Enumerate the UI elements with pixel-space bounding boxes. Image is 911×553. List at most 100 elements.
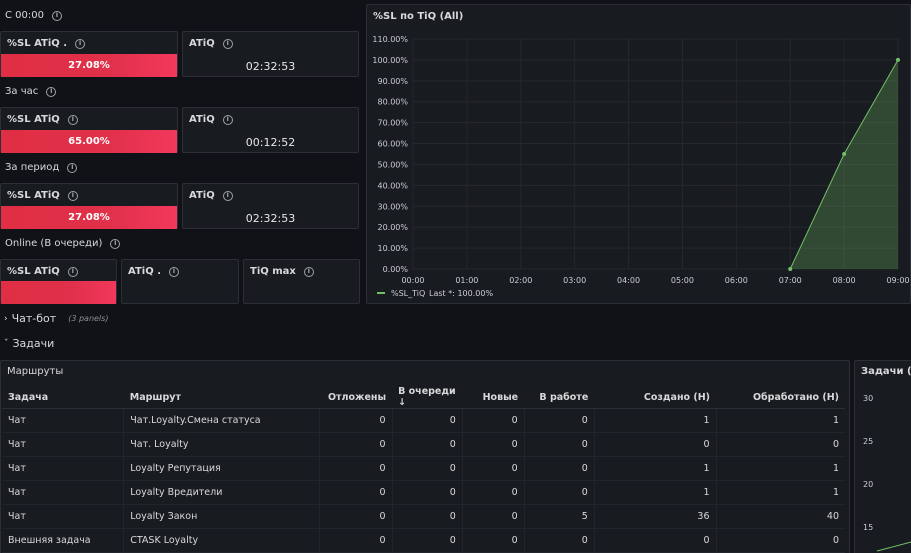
table-cell: 0	[523, 432, 595, 457]
x-tick-label: 05:00	[671, 276, 694, 285]
sl-bar: 65.00%	[1, 130, 177, 153]
row-tasks[interactable]: ˇ Задачи	[4, 337, 55, 350]
column-header[interactable]: В работе	[524, 386, 595, 409]
table-cell: Чат. Loyalty	[123, 432, 320, 457]
table-cell: Чат	[2, 504, 124, 529]
table-cell: Loyalty Репутация	[123, 456, 320, 481]
y-tick-label: 50.00%	[377, 160, 408, 169]
tasks-series-line	[876, 541, 911, 552]
table-cell: CTASK Loyalty	[123, 528, 320, 553]
table-cell: 0	[461, 432, 525, 457]
panel-atiq-online: ATiQ .i	[121, 259, 239, 304]
column-header[interactable]: Создано (Н)	[594, 386, 716, 409]
info-icon[interactable]: i	[222, 114, 233, 125]
tasks-y-tick: 15	[863, 523, 874, 532]
table-cell: 5	[523, 504, 595, 529]
table-cell: 0	[593, 528, 716, 553]
table-row[interactable]: Чат Loyalty Закон 0 0 0 5 36 40	[2, 504, 845, 529]
table-header: Задача Маршрут Отложены В очереди ↓ Новые В р…	[2, 386, 845, 409]
table-cell: 0	[391, 480, 463, 505]
table-cell: 0	[391, 504, 463, 529]
table-cell: 0	[715, 432, 845, 457]
x-tick-label: 02:00	[509, 276, 532, 285]
tasks-y-tick: 20	[863, 480, 874, 489]
routes-title: Маршруты	[7, 366, 64, 377]
series-point	[896, 57, 900, 62]
table-cell: 0	[391, 456, 463, 481]
table-cell: 0	[461, 504, 525, 529]
x-tick-label: 06:00	[725, 276, 748, 285]
y-tick-label: 100.00%	[372, 56, 408, 65]
panel-sl-hour: %SL ATiQ i 65.00%	[0, 107, 178, 153]
column-header[interactable]: Отложены	[319, 386, 393, 409]
atiq-value: 02:32:53	[245, 212, 296, 225]
table-row[interactable]: Внешняя задача CTASK Loyalty 0 0 0 0 0 0	[2, 528, 845, 553]
tasks-chart-title: Задачи (All	[861, 366, 911, 377]
panel-atiq-period: ATiQ i 02:32:53	[182, 183, 359, 229]
table-cell: 0	[319, 408, 393, 433]
info-icon[interactable]: i	[51, 10, 62, 21]
y-tick-label: 70.00%	[377, 119, 408, 128]
table-row[interactable]: Чат Чат.Loyalty.Смена статуса 0 0 0 0 1 1	[2, 408, 845, 433]
table-cell: 1	[715, 480, 845, 505]
table-cell: 0	[461, 408, 525, 433]
section-title-today: С 00:00 i	[5, 10, 62, 21]
info-icon[interactable]: i	[75, 38, 86, 49]
info-icon[interactable]: i	[67, 114, 78, 125]
table-cell: 0	[461, 480, 525, 505]
table-cell: Внешняя задача	[2, 528, 124, 553]
panel-sl-period: %SL ATiQ i 27.08%	[0, 183, 178, 229]
info-icon[interactable]: i	[303, 266, 314, 277]
legend-last: Last *: 100.00%	[429, 289, 493, 298]
table-row[interactable]: Чат Loyalty Вредители 0 0 0 0 1 1	[2, 480, 845, 505]
table-cell: 1	[593, 408, 716, 433]
table-cell: 0	[319, 528, 393, 553]
table-cell: Чат	[2, 408, 124, 433]
info-icon[interactable]: i	[67, 266, 78, 277]
series-point	[842, 152, 847, 156]
table-row[interactable]: Чат Loyalty Репутация 0 0 0 0 1 1	[2, 456, 845, 481]
info-icon[interactable]: i	[110, 238, 121, 249]
chevron-down-icon: ˇ	[4, 338, 9, 349]
table-cell: 36	[593, 504, 716, 529]
row-chatbot[interactable]: › Чат-бот (3 panels)	[4, 312, 109, 325]
panel-atiq-today: ATiQ i 02:32:53	[182, 31, 359, 77]
sl-bar: 27.08%	[1, 206, 177, 229]
info-icon[interactable]: i	[222, 190, 233, 201]
table-cell: 0	[391, 432, 463, 457]
table-cell: 40	[715, 504, 845, 529]
table-cell: 0	[523, 528, 595, 553]
x-tick-label: 00:00	[401, 276, 424, 285]
column-header[interactable]: Задача	[2, 386, 124, 409]
x-tick-label: 09:00	[886, 276, 909, 285]
info-icon[interactable]: i	[46, 86, 57, 97]
column-header[interactable]: Обработано (Н)	[716, 386, 845, 409]
table-row[interactable]: Чат Чат. Loyalty 0 0 0 0 0 0	[2, 432, 845, 457]
y-tick-label: 40.00%	[377, 181, 408, 190]
panel-tiq-max: TiQ max i	[243, 259, 360, 304]
panel-sl-today: %SL ATiQ .i 27.08%	[0, 31, 178, 77]
table-cell: 0	[319, 480, 393, 505]
table-cell: 0	[593, 432, 716, 457]
info-icon[interactable]: i	[169, 266, 179, 277]
panel-sl-online: %SL ATiQ i	[0, 259, 117, 304]
y-tick-label: 0.00%	[383, 265, 409, 274]
y-tick-label: 20.00%	[377, 223, 408, 232]
table-cell: 1	[593, 480, 716, 505]
y-tick-label: 30.00%	[377, 202, 408, 211]
table-cell: Loyalty Закон	[123, 504, 320, 529]
table-cell: Loyalty Вредители	[123, 480, 320, 505]
column-header[interactable]: В очереди ↓	[392, 386, 463, 409]
table-cell: Чат	[2, 432, 124, 457]
info-icon[interactable]: i	[67, 162, 78, 173]
column-header[interactable]: Маршрут	[123, 386, 320, 409]
x-tick-label: 07:00	[779, 276, 802, 285]
table-cell: 0	[461, 456, 525, 481]
sl-bar	[1, 281, 116, 304]
chevron-right-icon: ›	[4, 313, 8, 324]
column-header[interactable]: Новые	[462, 386, 525, 409]
y-tick-label: 80.00%	[377, 98, 408, 107]
info-icon[interactable]: i	[67, 190, 78, 201]
info-icon[interactable]: i	[222, 38, 233, 49]
x-tick-label: 04:00	[617, 276, 640, 285]
